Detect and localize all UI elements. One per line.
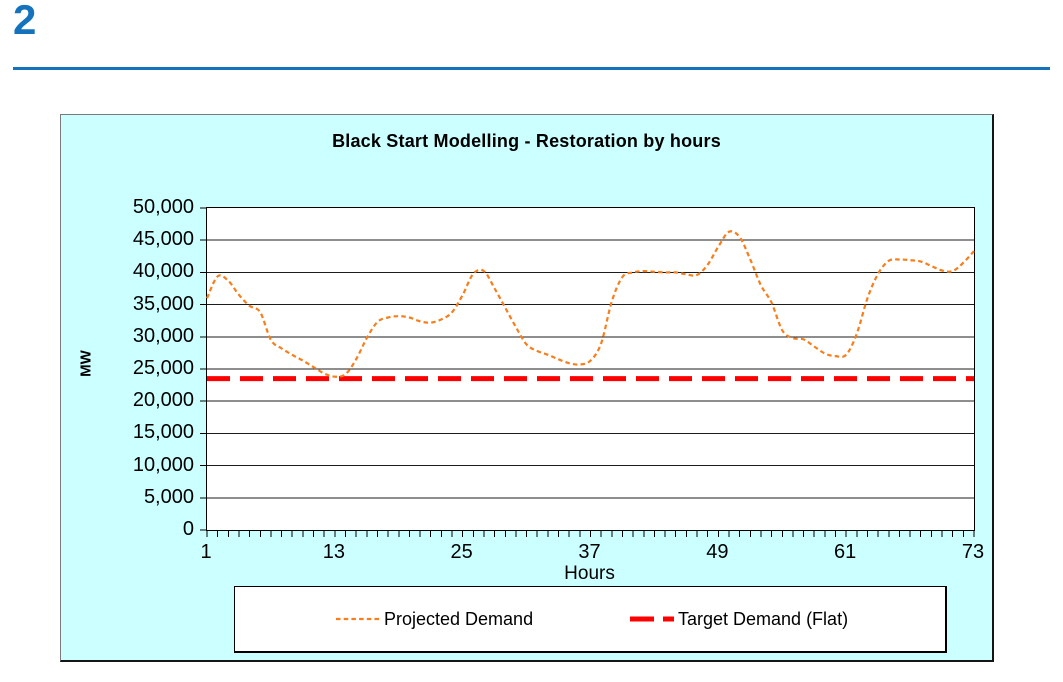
chart-frame: Black Start Modelling - Restoration by h… — [60, 114, 994, 662]
x-tick-label: 13 — [322, 541, 345, 563]
legend-label-projected-demand: Projected Demand — [384, 608, 534, 629]
x-tick-label: 73 — [961, 541, 985, 563]
slide-number: 2 — [13, 0, 37, 43]
y-tick-label: 15,000 — [132, 421, 194, 444]
y-tick-label: 20,000 — [132, 389, 194, 412]
legend-item-projected-demand: Projected Demand — [335, 587, 533, 651]
y-tick-label: 30,000 — [132, 324, 194, 347]
x-tick-label: 61 — [834, 541, 857, 563]
plot-area — [200, 207, 975, 537]
header-rule — [13, 67, 1050, 70]
y-tick-label: 50,000 — [132, 196, 194, 218]
x-tick-label: 49 — [706, 541, 729, 563]
y-tick-label: 40,000 — [132, 260, 194, 283]
y-tick-label: 10,000 — [132, 453, 194, 476]
chart-plot-svg — [200, 207, 975, 537]
legend-label-target-demand: Target Demand (Flat) — [678, 608, 849, 629]
projected-demand-line-icon — [336, 617, 380, 621]
x-tick-label: 25 — [450, 541, 473, 563]
chart-title: Black Start Modelling - Restoration by h… — [332, 131, 721, 151]
y-tick-label: 45,000 — [132, 228, 194, 251]
x-axis-title: Hours — [564, 563, 615, 584]
x-tick-label: 1 — [200, 541, 212, 563]
x-tick-label: 37 — [578, 541, 601, 563]
y-tick-label: 35,000 — [132, 292, 194, 315]
legend-item-target-demand: Target Demand (Flat) — [629, 587, 848, 651]
target-demand-line-icon — [630, 616, 674, 622]
legend: Projected Demand Target Demand (Flat) — [234, 586, 947, 653]
y-tick-label: 5,000 — [143, 485, 194, 508]
y-tick-label: 0 — [182, 518, 194, 540]
y-tick-label: 25,000 — [132, 357, 194, 379]
